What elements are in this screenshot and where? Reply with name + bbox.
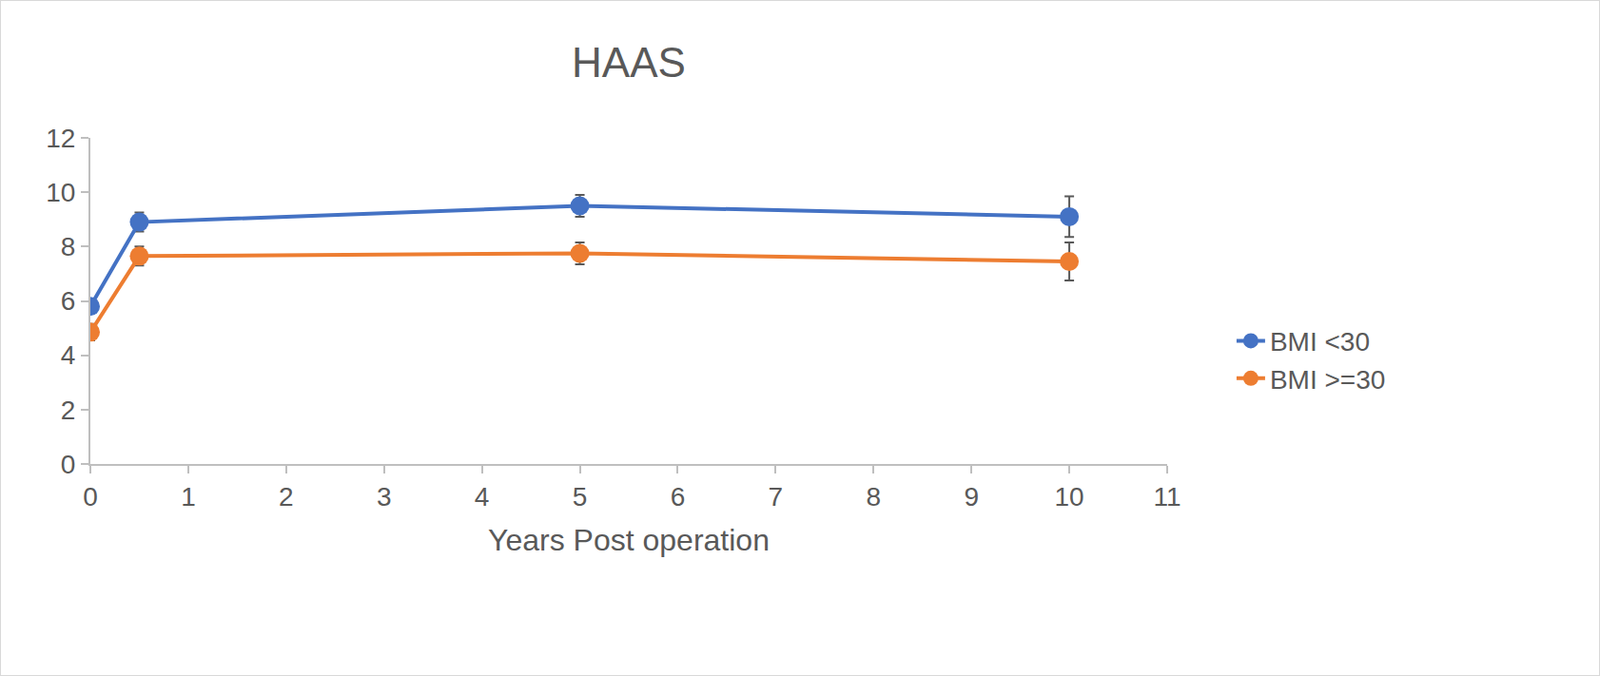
svg-text:2: 2 — [60, 395, 77, 426]
svg-text:7: 7 — [768, 482, 784, 512]
svg-text:9: 9 — [963, 482, 979, 512]
svg-text:4: 4 — [474, 482, 490, 512]
svg-text:0: 0 — [82, 482, 98, 512]
svg-text:BMI <30: BMI <30 — [1269, 327, 1370, 357]
svg-text:11: 11 — [1152, 482, 1181, 512]
svg-text:BMI >=30: BMI >=30 — [1269, 365, 1386, 395]
svg-text:4: 4 — [60, 340, 77, 371]
svg-text:8: 8 — [60, 232, 77, 262]
svg-text:0: 0 — [60, 449, 77, 480]
svg-text:HAAS: HAAS — [571, 39, 686, 86]
svg-text:Years Post operation: Years Post operation — [487, 523, 770, 558]
svg-text:8: 8 — [865, 482, 881, 512]
svg-text:2: 2 — [278, 482, 294, 512]
svg-text:3: 3 — [376, 482, 392, 512]
svg-text:10: 10 — [45, 177, 76, 208]
svg-text:6: 6 — [670, 482, 686, 512]
svg-text:1: 1 — [180, 482, 196, 512]
svg-text:10: 10 — [1054, 482, 1085, 512]
svg-text:6: 6 — [60, 286, 77, 316]
svg-text:12: 12 — [45, 123, 76, 154]
svg-text:5: 5 — [572, 482, 588, 512]
